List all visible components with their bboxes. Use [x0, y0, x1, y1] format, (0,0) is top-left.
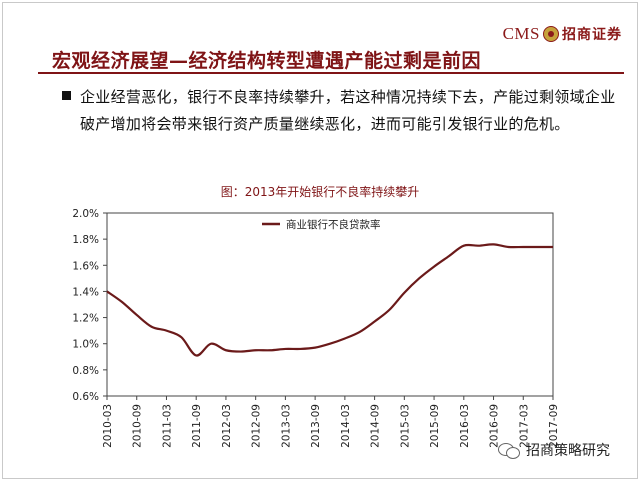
x-tick-label: 2015-03	[399, 404, 411, 448]
y-tick-label: 1.6%	[72, 260, 99, 272]
logo-emblem-icon	[543, 26, 559, 42]
x-tick-label: 2017-09	[548, 404, 560, 448]
series-line	[106, 243, 553, 357]
y-tick-label: 1.2%	[72, 313, 99, 325]
x-tick-label: 2013-09	[310, 404, 322, 448]
title-divider	[38, 72, 624, 74]
wechat-icon	[498, 441, 520, 459]
x-tick-label: 2010-09	[132, 404, 144, 448]
x-tick-label: 2010-03	[102, 404, 114, 448]
x-tick-label: 2016-03	[459, 404, 471, 448]
company-logo: CMS 招商证券	[503, 24, 622, 44]
logo-cn-text: 招商证券	[562, 27, 622, 43]
x-tick-label: 2012-03	[221, 404, 233, 448]
x-tick-label: 2015-09	[429, 404, 441, 448]
x-tick-label: 2013-03	[280, 404, 292, 448]
x-tick-label: 2012-09	[251, 404, 263, 448]
x-tick-label: 2016-09	[489, 404, 501, 448]
bullet-text: 企业经营恶化，银行不良率持续攀升，若这种情况持续下去，产能过剩领域企业破产增加将…	[80, 88, 616, 133]
plot-area	[106, 212, 554, 397]
x-tick-label: 2011-03	[161, 404, 173, 448]
x-tick-label: 2017-03	[518, 404, 530, 448]
y-tick-label: 0.8%	[72, 365, 99, 377]
watermark: 招商策略研究	[498, 440, 610, 460]
slide-title: 宏观经济展望—经济结构转型遭遇产能过剩是前因	[52, 50, 482, 72]
logo-text: CMS	[502, 24, 540, 43]
y-tick-label: 1.8%	[72, 234, 99, 246]
chart-title: 图：2013年开始银行不良率持续攀升	[220, 185, 420, 199]
x-tick-label: 2014-03	[340, 404, 352, 448]
legend-label: 商业银行不良贷款率	[286, 218, 381, 231]
y-tick-label: 1.0%	[72, 339, 99, 351]
x-tick-label: 2014-09	[370, 404, 382, 448]
bullet-square-icon	[62, 91, 71, 100]
y-tick-label: 0.6%	[72, 391, 99, 403]
watermark-text: 招商策略研究	[526, 443, 610, 459]
y-tick-label: 1.4%	[72, 286, 99, 298]
x-tick-label: 2011-09	[191, 404, 203, 448]
y-tick-label: 2.0%	[72, 208, 99, 220]
